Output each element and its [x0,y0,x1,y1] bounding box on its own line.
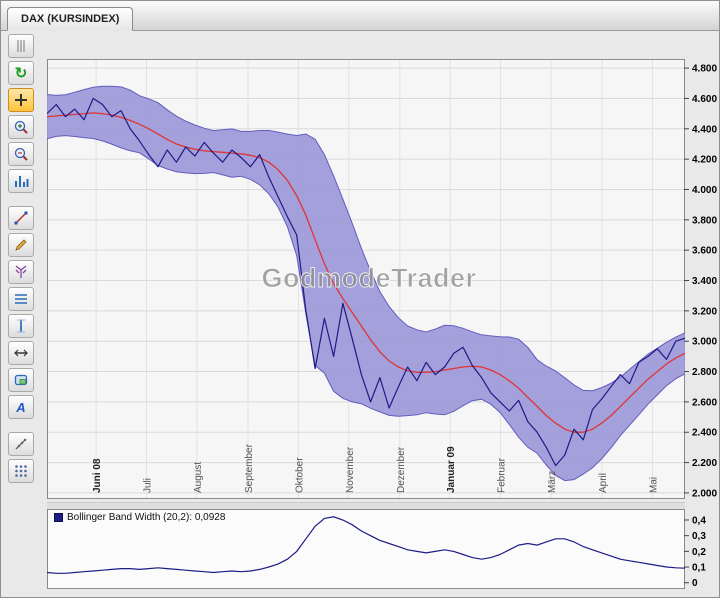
y-tick-label: 4.200 [692,155,717,166]
pencil-button[interactable] [8,233,34,257]
y-tick-label: 4.600 [692,94,717,105]
svg-text:↻: ↻ [15,65,28,82]
indicator-tick-label: 0,3 [692,531,706,542]
indicator-tick-label: 0,1 [692,563,706,574]
indicator-panel[interactable]: Bollinger Band Width (20,2): 0,0928 0,4 0… [47,509,719,593]
y-tick-label: 4.800 [692,64,717,75]
y-tick-label: 2.000 [692,488,717,499]
vertical-line-icon [17,319,25,333]
y-tick-label: 2.600 [692,397,717,408]
refresh-button[interactable]: ↻ [8,61,34,85]
pitchfork-icon [15,265,27,278]
crosshair-button[interactable] [8,88,34,112]
indicator-line [47,516,686,574]
month-label: August [193,462,204,493]
month-label: März [547,471,558,493]
text-icon: A [15,400,25,415]
svg-text:A: A [15,400,25,415]
y-tick-label: 3.400 [692,276,717,287]
y-tick-label: 2.800 [692,367,717,378]
indicator-tick-label: 0 [692,578,698,589]
fibonacci-grid-button[interactable] [8,287,34,311]
month-label: Januar 09 [446,446,457,493]
y-tick-label: 4.000 [692,185,717,196]
zoom-in-icon [14,120,28,134]
trend-line-icon [14,211,28,225]
month-label: Mai [648,477,659,493]
month-label: Februar [497,457,508,493]
chart-settings-icon [15,176,29,187]
tab-dax-kursindex[interactable]: DAX (KURSINDEX) [7,7,134,31]
drag-handle-button[interactable] [8,34,34,58]
zoom-in-button[interactable] [8,115,34,139]
price-chart[interactable]: GodmodeTrader Juni 08 Juli August September O… [47,59,719,501]
y-tick-label: 3.000 [692,337,717,348]
trend-line-button[interactable] [8,206,34,230]
horizontal-line-button[interactable] [8,341,34,365]
drawing-toolbar: ↻ A [4,34,38,486]
zoom-out-button[interactable] [8,142,34,166]
bollinger-lower-line [47,135,686,482]
measure-button[interactable] [8,432,34,456]
drag-handle-icon [17,40,25,52]
tab-label: DAX (KURSINDEX) [21,13,120,25]
month-label: November [345,446,356,493]
indicator-tick-label: 0,4 [692,515,706,526]
grid-dots-icon [15,465,27,477]
bollinger-band [47,86,685,481]
month-label: Oktober [294,457,305,493]
y-tick-label: 3.800 [692,215,717,226]
pitchfork-button[interactable] [8,260,34,284]
sma-line [47,112,686,433]
vertical-line-button[interactable] [8,314,34,338]
pencil-icon [15,239,27,251]
price-chart-svg: GodmodeTrader Juni 08 Juli August September O… [47,59,717,499]
y-tick-label: 2.400 [692,428,717,439]
y-tick-label: 3.200 [692,306,717,317]
month-label: Juni 08 [92,458,103,493]
fibonacci-grid-icon [15,294,27,304]
chart-settings-button[interactable] [8,169,34,193]
y-tick-label: 2.200 [692,458,717,469]
horizontal-line-icon [14,349,28,357]
refresh-icon: ↻ [15,65,28,82]
month-label: Juli [143,478,154,493]
tab-bar: DAX (KURSINDEX) [1,1,719,31]
zoom-out-icon [14,147,28,161]
watermark-text: GodmodeTrader [261,263,476,293]
text-button[interactable]: A [8,395,34,419]
rectangle-icon [14,374,28,386]
legend-color-swatch [54,513,63,522]
indicator-legend-label: Bollinger Band Width (20,2): 0,0928 [67,512,226,523]
y-tick-label: 3.600 [692,246,717,257]
price-line [47,97,686,467]
rectangle-button[interactable] [8,368,34,392]
indicator-tick-label: 0,2 [692,547,706,558]
y-tick-label: 4.400 [692,124,717,135]
crosshair-icon [15,94,27,106]
indicator-chart-svg: 0,4 0,3 0,2 0,1 0 [47,509,706,589]
month-label: September [244,443,255,493]
indicator-legend: Bollinger Band Width (20,2): 0,0928 [54,512,225,523]
indicator-plot-area[interactable] [47,509,685,589]
grid-dots-button[interactable] [8,459,34,483]
bollinger-upper-line [47,85,686,392]
month-label: Dezember [396,446,407,493]
measure-icon [15,438,27,450]
month-label: April [598,473,609,493]
